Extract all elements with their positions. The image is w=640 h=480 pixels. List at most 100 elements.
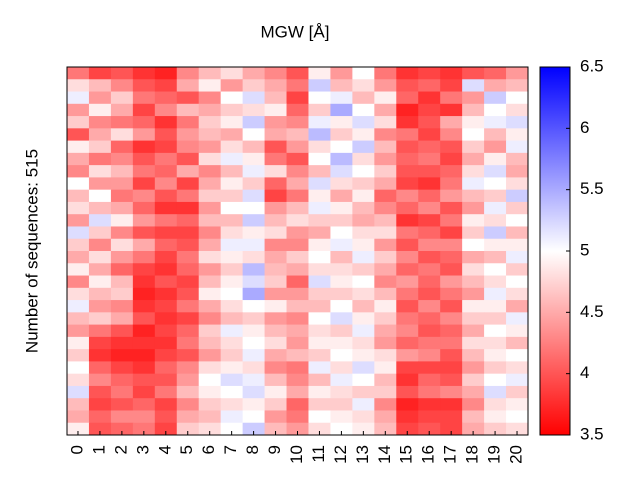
heatmap-cell [132, 373, 156, 387]
heatmap-cell [242, 361, 265, 375]
heatmap-cell [110, 361, 134, 375]
heatmap-cell [374, 152, 397, 166]
heatmap-cell [374, 165, 397, 178]
heatmap-cell [264, 385, 287, 399]
heatmap-cell [462, 189, 485, 203]
heatmap-cell [330, 189, 353, 203]
heatmap-cell [154, 385, 178, 399]
heatmap-cell [440, 300, 463, 313]
heatmap-cell [462, 226, 485, 240]
heatmap-cell [308, 91, 331, 105]
heatmap-cell [352, 385, 375, 399]
heatmap-cell [506, 300, 529, 313]
heatmap-cell [220, 201, 244, 215]
heatmap-cell [462, 103, 485, 117]
heatmap-cell [154, 410, 178, 424]
heatmap-cell [352, 165, 375, 178]
heatmap-cell [67, 91, 90, 105]
heatmap-cell [484, 67, 507, 80]
heatmap-cell [220, 152, 244, 166]
heatmap-cell [220, 91, 244, 105]
heatmap-cell [330, 91, 353, 105]
heatmap-cell [154, 361, 178, 375]
heatmap-cell [264, 226, 287, 240]
heatmap-cell [440, 103, 463, 117]
heatmap-cell [374, 91, 397, 105]
heatmap-cell [154, 67, 178, 80]
heatmap-cell [330, 275, 353, 289]
heatmap-cell [352, 422, 375, 436]
heatmap-cell [132, 152, 156, 166]
heatmap-cell [198, 385, 222, 399]
colorbar-tick-label: 5.5 [580, 179, 604, 198]
heatmap-cell [396, 116, 419, 129]
heatmap-cell [286, 410, 309, 424]
heatmap-cell [308, 226, 331, 240]
heatmap-cell [154, 165, 178, 178]
heatmap-cell [462, 128, 485, 141]
heatmap-cell [352, 398, 375, 411]
heatmap-cell [352, 128, 375, 141]
heatmap-cell [286, 201, 309, 215]
heatmap-cell [352, 189, 375, 203]
heatmap-cell [462, 140, 485, 154]
heatmap-cell [220, 189, 244, 203]
heatmap-cell [198, 79, 222, 92]
heatmap-cell [220, 312, 244, 325]
heatmap-cell [462, 165, 485, 178]
heatmap-cell [88, 128, 112, 141]
heatmap-cell [308, 165, 331, 178]
heatmap-cell [462, 238, 485, 252]
heatmap-cell [308, 79, 331, 92]
heatmap-cell [176, 226, 200, 240]
heatmap-cell [330, 373, 353, 387]
heatmap-cell [264, 140, 287, 154]
heatmap-cell [330, 103, 353, 117]
heatmap-cell [330, 398, 353, 411]
heatmap-cell [286, 349, 309, 362]
heatmap-cell [462, 361, 485, 375]
heatmap-cell [352, 201, 375, 215]
heatmap-cell [132, 79, 156, 92]
heatmap-cell [374, 385, 397, 399]
heatmap-cell [242, 287, 265, 301]
heatmap-cell [220, 361, 244, 375]
heatmap-cell [220, 373, 244, 387]
heatmap-cell [198, 263, 222, 276]
heatmap-cell [286, 177, 309, 191]
heatmap-cell [308, 263, 331, 276]
heatmap-cell [220, 116, 244, 129]
heatmap-cell [264, 312, 287, 325]
heatmap-cell [462, 91, 485, 105]
heatmap-cell [462, 410, 485, 424]
heatmap-cell [264, 201, 287, 215]
heatmap-cell [132, 67, 156, 80]
heatmap-cell [220, 385, 244, 399]
heatmap-cell [88, 91, 112, 105]
heatmap-cell [67, 201, 90, 215]
heatmap-cell [396, 300, 419, 313]
heatmap-cell [264, 103, 287, 117]
heatmap-cell [374, 324, 397, 338]
heatmap-cell [198, 300, 222, 313]
heatmap-cell [462, 177, 485, 191]
heatmap-cell [154, 201, 178, 215]
x-tick-label: 6 [199, 445, 218, 454]
heatmap-cell [220, 251, 244, 264]
heatmap-cell [396, 152, 419, 166]
heatmap-cell [286, 312, 309, 325]
heatmap-cell [132, 287, 156, 301]
heatmap-cell [330, 238, 353, 252]
x-tick-label: 16 [419, 445, 438, 464]
heatmap-cell [67, 263, 90, 276]
heatmap-cell [506, 128, 529, 141]
heatmap-cell [308, 177, 331, 191]
heatmap-cell [176, 116, 200, 129]
heatmap-cell [374, 177, 397, 191]
heatmap-cell [242, 385, 265, 399]
heatmap-cell [330, 116, 353, 129]
x-tick-label: 13 [353, 445, 372, 464]
heatmap-cell [132, 214, 156, 227]
heatmap-cell [308, 116, 331, 129]
heatmap-cell [484, 91, 507, 105]
